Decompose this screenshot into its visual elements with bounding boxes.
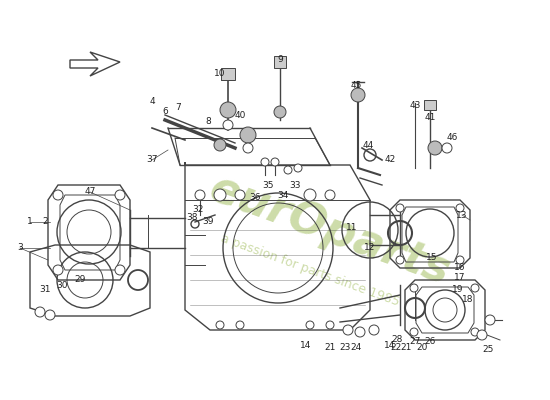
Circle shape <box>274 106 286 118</box>
Text: 21: 21 <box>400 344 412 352</box>
Text: 1: 1 <box>27 218 33 226</box>
Text: 47: 47 <box>84 188 96 196</box>
Text: 26: 26 <box>424 338 436 346</box>
Circle shape <box>45 310 55 320</box>
Circle shape <box>306 321 314 329</box>
Text: 23: 23 <box>339 344 351 352</box>
Circle shape <box>271 158 279 166</box>
Text: 16: 16 <box>454 264 466 272</box>
Circle shape <box>396 204 404 212</box>
Circle shape <box>294 164 302 172</box>
Circle shape <box>485 315 495 325</box>
Circle shape <box>326 321 334 329</box>
Text: 46: 46 <box>446 134 458 142</box>
Text: 45: 45 <box>350 80 362 90</box>
Text: 3: 3 <box>17 244 23 252</box>
Text: 35: 35 <box>262 180 274 190</box>
Circle shape <box>53 190 63 200</box>
Circle shape <box>195 190 205 200</box>
Text: 43: 43 <box>409 100 421 110</box>
Circle shape <box>236 321 244 329</box>
Text: a passion for parts since 1985: a passion for parts since 1985 <box>219 232 401 308</box>
Circle shape <box>477 330 487 340</box>
Circle shape <box>35 307 45 317</box>
Circle shape <box>261 158 269 166</box>
Circle shape <box>235 190 245 200</box>
Text: 15: 15 <box>426 254 438 262</box>
Bar <box>221 68 235 80</box>
Circle shape <box>369 325 379 335</box>
Text: 4: 4 <box>149 98 155 106</box>
Circle shape <box>410 284 418 292</box>
Text: 11: 11 <box>346 224 358 232</box>
Circle shape <box>351 88 365 102</box>
Text: 37: 37 <box>146 156 158 164</box>
Bar <box>274 56 286 68</box>
Text: 25: 25 <box>482 346 494 354</box>
Circle shape <box>471 328 479 336</box>
Text: eurOparts: eurOparts <box>204 166 456 294</box>
Circle shape <box>240 127 256 143</box>
Text: 44: 44 <box>362 140 373 150</box>
Circle shape <box>115 265 125 275</box>
Circle shape <box>53 265 63 275</box>
Text: 9: 9 <box>277 56 283 64</box>
Text: 18: 18 <box>462 296 474 304</box>
Circle shape <box>214 139 226 151</box>
Bar <box>424 100 436 110</box>
Circle shape <box>214 189 226 201</box>
Text: 19: 19 <box>452 286 464 294</box>
Circle shape <box>456 204 464 212</box>
Text: 21: 21 <box>324 344 336 352</box>
Circle shape <box>343 325 353 335</box>
Text: 20: 20 <box>416 344 428 352</box>
Circle shape <box>396 256 404 264</box>
Circle shape <box>284 166 292 174</box>
Circle shape <box>223 120 233 130</box>
Text: 28: 28 <box>391 336 403 344</box>
Circle shape <box>325 190 335 200</box>
Text: 42: 42 <box>384 156 395 164</box>
Text: 40: 40 <box>234 110 246 120</box>
Circle shape <box>243 143 253 153</box>
Text: 14: 14 <box>384 340 395 350</box>
Circle shape <box>216 321 224 329</box>
Text: 22: 22 <box>390 344 402 352</box>
Circle shape <box>115 190 125 200</box>
Text: 31: 31 <box>39 286 51 294</box>
Text: 30: 30 <box>56 280 68 290</box>
Text: 41: 41 <box>424 114 436 122</box>
Text: 29: 29 <box>74 276 86 284</box>
Text: 2: 2 <box>42 218 48 226</box>
Text: 8: 8 <box>205 118 211 126</box>
Text: 34: 34 <box>277 190 289 200</box>
Circle shape <box>355 327 365 337</box>
Circle shape <box>428 141 442 155</box>
Text: 14: 14 <box>300 340 312 350</box>
Text: 10: 10 <box>214 68 225 78</box>
Text: 38: 38 <box>186 212 198 222</box>
Text: 33: 33 <box>289 180 301 190</box>
Text: 6: 6 <box>162 108 168 116</box>
Text: 36: 36 <box>249 194 261 202</box>
Text: 24: 24 <box>350 344 362 352</box>
Circle shape <box>456 256 464 264</box>
Text: 12: 12 <box>364 244 376 252</box>
Text: 27: 27 <box>409 338 421 346</box>
Text: 7: 7 <box>175 104 181 112</box>
Text: 13: 13 <box>456 210 468 220</box>
Text: 32: 32 <box>192 206 204 214</box>
Circle shape <box>442 143 452 153</box>
Circle shape <box>471 284 479 292</box>
Circle shape <box>220 102 236 118</box>
Circle shape <box>410 328 418 336</box>
Circle shape <box>304 189 316 201</box>
Text: 39: 39 <box>202 218 214 226</box>
Text: 17: 17 <box>454 274 466 282</box>
